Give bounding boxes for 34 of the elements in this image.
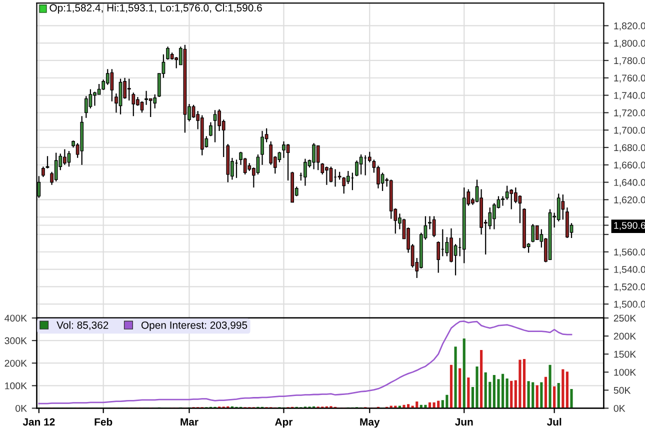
y-tick-label: 1,660.0 — [614, 162, 645, 170]
y2-tick-label: 150K — [614, 350, 636, 358]
y-tick-label: 300K — [4, 337, 27, 344]
x-tick-label: Apr — [275, 418, 293, 428]
y-tick-label: 400K — [4, 314, 27, 322]
x-tick-label: Feb — [94, 418, 112, 426]
y-tick-label: 1,720.0 — [614, 109, 645, 118]
y-tick-label: 1,740.0 — [614, 92, 645, 100]
y-tick-label: 1,500.0 — [614, 300, 645, 309]
y-tick-label: 1,760.0 — [614, 74, 645, 83]
y-tick-label: 1,820.0 — [614, 22, 645, 30]
legend-label: Open Interest: 203,995 — [141, 321, 248, 331]
x-tick-label: Jul — [546, 418, 562, 426]
y-tick-label: 0K — [16, 404, 27, 412]
y-tick-label: 200K — [4, 360, 27, 367]
y2-tick-label: 250K — [614, 314, 636, 322]
y-tick-label: 1,800.0 — [614, 40, 645, 48]
y-tick-label: 1,780.0 — [614, 57, 645, 66]
y2-tick-label: 50K — [614, 386, 631, 394]
y-tick-label: 1,560.0 — [614, 248, 645, 257]
y-tick-label: 1,620.0 — [614, 196, 645, 204]
x-tick-label: Mar — [180, 418, 198, 426]
y-tick-label: 1,520.0 — [614, 283, 645, 292]
y-tick-label: 100K — [5, 382, 27, 390]
annotation: Op:1,582.4, Hi:1,593.1, Lo:1,576.0, Cl:1,590.6 — [50, 4, 262, 14]
y-tick-label: 1,680.0 — [614, 144, 645, 152]
x-tick-label: Jun — [455, 418, 473, 426]
x-tick-label: May — [360, 418, 380, 428]
y-tick-label: 1,590.6 — [614, 222, 645, 230]
y-tick-label: 1,640.0 — [614, 179, 645, 188]
x-tick-label: Jan 12 — [22, 418, 55, 426]
legend-label: Vol: 85,362 — [56, 321, 108, 330]
y-tick-label: 1,540.0 — [614, 266, 645, 274]
y-tick-label: 1,700.0 — [614, 126, 645, 135]
